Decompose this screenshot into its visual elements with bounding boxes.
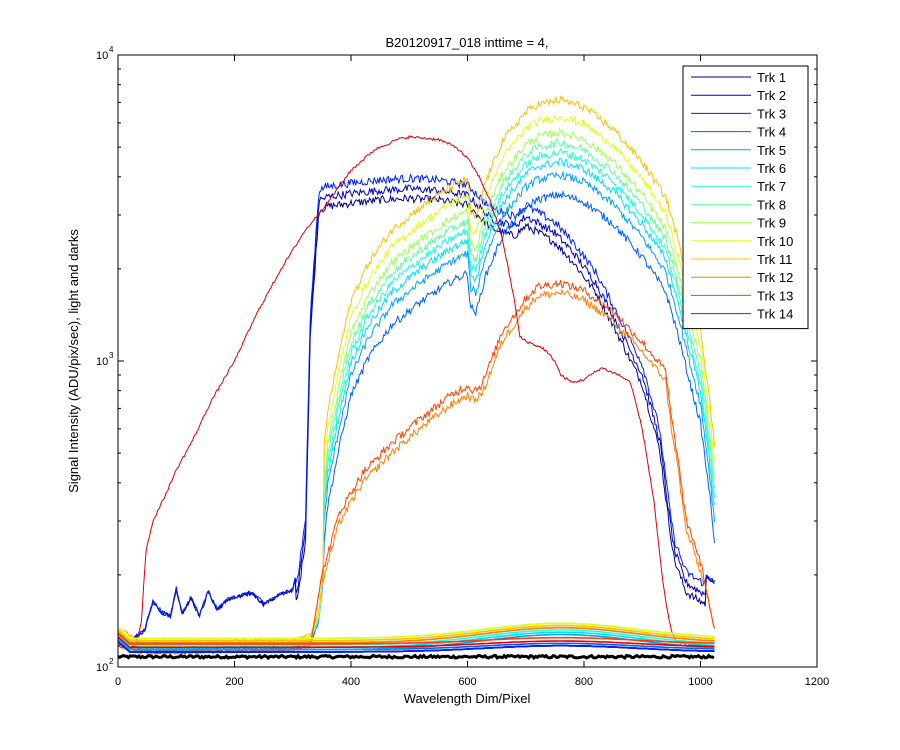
series-dark-line [117, 636, 715, 649]
series-dark-line [117, 633, 715, 651]
x-tick-label: 600 [458, 676, 476, 688]
legend-label: Trk 2 [757, 88, 786, 103]
y-tick-base: 10 [96, 356, 108, 368]
y-tick-exponent: 2 [109, 657, 114, 666]
legend: Trk 1 Trk 2 Trk 3 Trk 4 Trk 5 Trk 6 Trk 7 Trk 8… [682, 65, 809, 330]
y-tick-base: 10 [96, 50, 108, 62]
legend-label: Trk 14 [757, 307, 793, 322]
legend-label: Trk 13 [757, 288, 793, 303]
dark-baseline-line [117, 653, 715, 661]
dark-frames-layer [117, 622, 715, 661]
series-dark-line [117, 633, 715, 645]
series-dark-line [117, 626, 715, 644]
x-axis: 0 200 400 600 800 1000 1200 [115, 55, 829, 688]
x-tick-label: 1000 [688, 676, 712, 688]
series-line [117, 135, 713, 649]
x-tick-label: 400 [342, 676, 360, 688]
legend-label: Trk 3 [757, 106, 786, 121]
series-line [117, 279, 715, 656]
legend-label: Trk 12 [757, 270, 793, 285]
legend-label: Trk 8 [757, 197, 786, 212]
y-axis-label: Signal Intensity (ADU/pix/sec), light an… [66, 229, 81, 493]
legend-label: Trk 5 [757, 143, 786, 158]
legend-label: Trk 7 [757, 179, 786, 194]
legend-label: Trk 9 [757, 216, 786, 231]
series-dark-line [117, 622, 715, 640]
y-tick-exponent: 4 [109, 45, 114, 54]
x-tick-label: 800 [575, 676, 593, 688]
y-tick-base: 10 [96, 662, 108, 674]
y-tick-exponent: 3 [109, 351, 114, 360]
series-dark-line [117, 624, 715, 642]
legend-label: Trk 1 [757, 70, 786, 85]
chart-title: B20120917_018 inttime = 4, [386, 35, 549, 50]
legend-label: Trk 4 [757, 125, 786, 140]
legend-label: Trk 6 [757, 161, 786, 176]
legend-box [682, 65, 809, 330]
x-tick-label: 0 [115, 676, 121, 688]
x-tick-label: 1200 [805, 676, 829, 688]
legend-label: Trk 11 [757, 252, 792, 267]
legend-label: Trk 10 [757, 234, 793, 249]
series-line [133, 183, 715, 638]
x-tick-label: 200 [225, 676, 243, 688]
series-dark-line [117, 641, 715, 653]
x-axis-label: Wavelength Dim/Pixel [404, 691, 531, 706]
